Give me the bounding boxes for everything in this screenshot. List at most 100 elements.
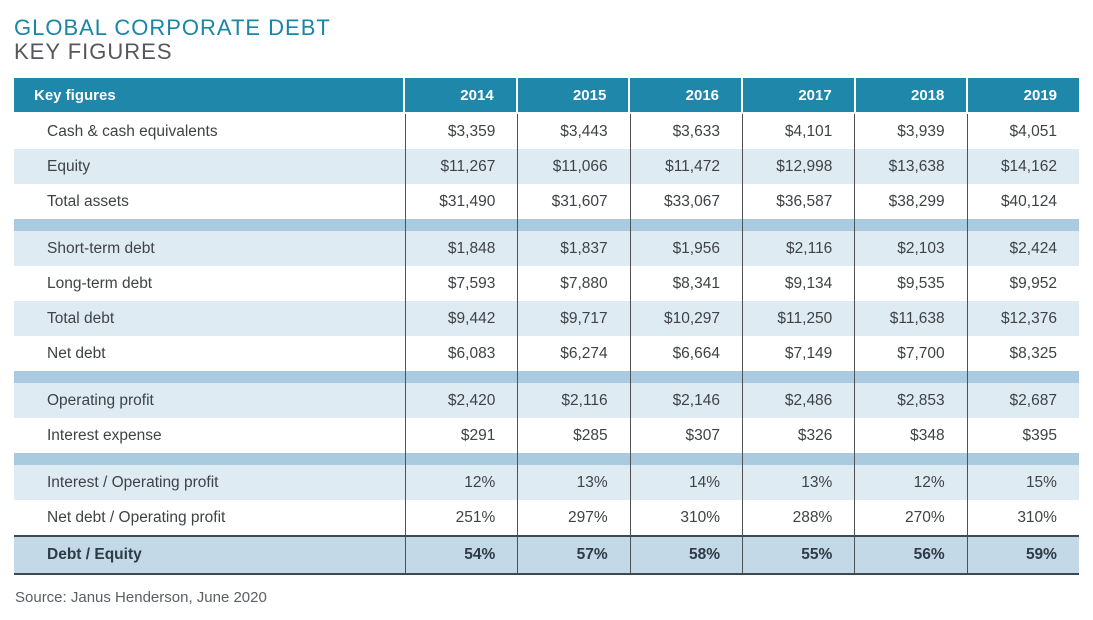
row-total-assets-value-2016: $33,067 [629,184,742,219]
row-interest-operating-profit-value-2016: 14% [629,465,742,500]
row-cash-cash-equivalents-value-2017: $4,101 [741,114,854,149]
row-net-debt-operating-profit-value-2019: 310% [966,500,1079,535]
row-short-term-debt-value-2016: $1,956 [629,231,742,266]
separator-spacer [517,371,629,383]
row-long-term-debt-value-2016: $8,341 [629,266,742,301]
separator-spacer [966,453,1079,465]
row-interest-expense-label: Interest expense [47,426,162,444]
table-row-cash-cash-equivalents: Cash & cash equivalents $3,359 $3,443 $3,63… [14,114,1079,149]
row-net-debt-value-2018: $7,700 [854,336,966,371]
row-debt-equity-value-2018: 56% [854,537,966,573]
row-long-term-debt-value-2017: $9,134 [741,266,854,301]
separator-spacer [966,371,1079,383]
separator-spacer [854,453,966,465]
row-cash-cash-equivalents-value-2016: $3,633 [629,114,742,149]
row-cash-cash-equivalents-label: Cash & cash equivalents [47,122,218,140]
source-note: Source: Janus Henderson, June 2020 [15,589,267,606]
separator-spacer [629,453,742,465]
row-cash-cash-equivalents-value-2014: $3,359 [405,114,517,149]
row-short-term-debt-value-2018: $2,103 [854,231,966,266]
separator-spacer [14,453,405,465]
header-cell-year-2016: 2016 [628,78,741,112]
row-debt-equity-value-2014: 54% [405,537,517,573]
page-title: GLOBAL CORPORATE DEBT [14,15,331,40]
header-cell-year-2019: 2019 [966,78,1079,112]
row-debt-equity-value-2019: 59% [966,537,1079,573]
row-total-debt-label: Total debt [47,309,115,327]
table-row-operating-profit: Operating profit $2,420 $2,116 $2,146 $2,486… [14,383,1079,418]
row-operating-profit-value-2018: $2,853 [854,383,966,418]
row-equity-value-2016: $11,472 [629,149,742,184]
row-total-debt-value-2015: $9,717 [517,301,629,336]
row-interest-operating-profit-value-2015: 13% [517,465,629,500]
table-header-row: Key figures 2014 2015 2016 2017 2018 2019 [14,78,1079,114]
row-net-debt-operating-profit-label: Net debt / Operating profit [47,508,226,526]
separator-spacer [741,371,854,383]
row-interest-expense-value-2019: $395 [966,418,1079,453]
row-interest-operating-profit-value-2017: 13% [741,465,854,500]
row-net-debt-operating-profit-value-2015: 297% [517,500,629,535]
separator-spacer [14,371,405,383]
table-row-total-assets: Total assets $31,490 $31,607 $33,067 $36,587… [14,184,1079,219]
row-short-term-debt-value-2019: $2,424 [966,231,1079,266]
row-short-term-debt-value-2014: $1,848 [405,231,517,266]
row-equity-value-2017: $12,998 [741,149,854,184]
header-cell-year-2017: 2017 [741,78,854,112]
separator-spacer [405,219,517,231]
row-debt-equity-label: Debt / Equity [47,546,142,563]
row-total-assets-value-2014: $31,490 [405,184,517,219]
row-equity-value-2019: $14,162 [966,149,1079,184]
header-cell-year-2015: 2015 [515,78,629,112]
table-row-long-term-debt: Long-term debt $7,593 $7,880 $8,341 $9,134 $9… [14,266,1079,301]
row-debt-equity-value-2015: 57% [517,537,629,573]
separator-spacer [629,219,742,231]
separator-spacer [14,219,405,231]
row-interest-expense-value-2018: $348 [854,418,966,453]
row-interest-operating-profit-value-2014: 12% [405,465,517,500]
row-total-debt-value-2016: $10,297 [629,301,742,336]
row-cash-cash-equivalents-value-2018: $3,939 [854,114,966,149]
table-row-interest-operating-profit: Interest / Operating profit 12% 13% 14% 13% 1… [14,465,1079,500]
row-debt-equity-value-2017: 55% [741,537,854,573]
row-interest-expense-value-2015: $285 [517,418,629,453]
table-body: Cash & cash equivalents $3,359 $3,443 $3,63… [14,114,1079,575]
row-total-debt-value-2019: $12,376 [966,301,1079,336]
separator-spacer [966,219,1079,231]
row-long-term-debt-value-2019: $9,952 [966,266,1079,301]
row-net-debt-operating-profit-value-2018: 270% [854,500,966,535]
row-operating-profit-value-2017: $2,486 [741,383,854,418]
row-net-debt-value-2019: $8,325 [966,336,1079,371]
row-total-assets-label: Total assets [47,192,129,210]
page-subtitle: KEY FIGURES [14,39,173,64]
table-row-net-debt: Net debt $6,083 $6,274 $6,664 $7,149 $7,700 $8… [14,336,1079,371]
row-net-debt-value-2015: $6,274 [517,336,629,371]
row-operating-profit-label: Operating profit [47,391,154,409]
separator-spacer [854,219,966,231]
report-figure: GLOBAL CORPORATE DEBT KEY FIGURES Key fi… [14,15,1079,606]
row-short-term-debt-label: Short-term debt [47,239,155,257]
row-equity-value-2018: $13,638 [854,149,966,184]
separator-spacer [741,219,854,231]
row-long-term-debt-value-2018: $9,535 [854,266,966,301]
separator-spacer [741,453,854,465]
separator-spacer [629,371,742,383]
separator-spacer [405,453,517,465]
row-net-debt-value-2017: $7,149 [741,336,854,371]
row-long-term-debt-value-2015: $7,880 [517,266,629,301]
row-net-debt-value-2014: $6,083 [405,336,517,371]
table-row-short-term-debt: Short-term debt $1,848 $1,837 $1,956 $2,116 $… [14,231,1079,266]
table-row-interest-expense: Interest expense $291 $285 $307 $326 $348 $395 [14,418,1079,453]
table-row-net-debt-operating-profit: Net debt / Operating profit 251% 297% 310% 2… [14,500,1079,535]
row-debt-equity-value-2016: 58% [629,537,742,573]
section-separator-3 [14,453,1079,465]
row-total-assets-value-2019: $40,124 [966,184,1079,219]
row-interest-operating-profit-label: Interest / Operating profit [47,473,219,491]
row-equity-value-2014: $11,267 [405,149,517,184]
separator-spacer [405,371,517,383]
row-short-term-debt-value-2015: $1,837 [517,231,629,266]
section-separator-1 [14,219,1079,231]
header-cell-key-figures: Key figures [14,78,405,112]
row-equity-label: Equity [47,157,91,175]
row-total-assets-value-2018: $38,299 [854,184,966,219]
row-operating-profit-value-2015: $2,116 [517,383,629,418]
